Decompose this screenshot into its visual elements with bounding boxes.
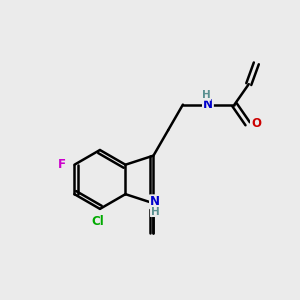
Text: H: H (202, 90, 211, 100)
Text: N: N (150, 195, 160, 208)
Text: H: H (151, 206, 159, 217)
Text: Cl: Cl (91, 215, 104, 228)
Text: O: O (251, 117, 261, 130)
Text: N: N (203, 98, 213, 111)
Text: F: F (58, 158, 66, 171)
